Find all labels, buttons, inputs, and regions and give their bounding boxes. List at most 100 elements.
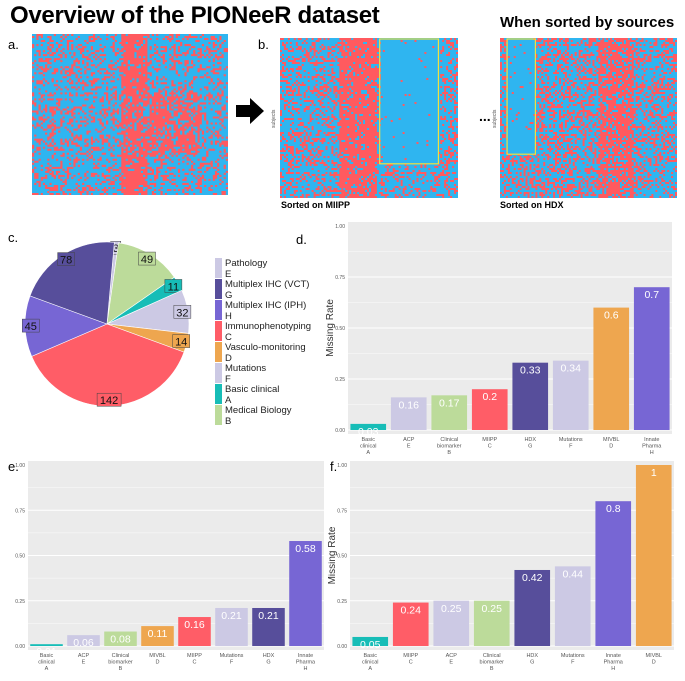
panel-label-b: b. [258, 37, 269, 52]
legend-label: Pathology E [225, 258, 268, 280]
y-tick-label: 0.50 [335, 326, 345, 332]
bar-value-label: 0.16 [184, 619, 205, 631]
bar [178, 617, 211, 646]
y-tick-label: 0.25 [15, 599, 25, 605]
bar-value-label: 0.11 [148, 628, 168, 640]
y-tick-label: 1.00 [337, 463, 347, 469]
bar-value-label: 0.6 [604, 310, 619, 322]
x-tick-label: ACP E [78, 653, 90, 666]
bar [350, 423, 387, 430]
panel-label-e: e. [8, 459, 19, 474]
y-axis-label: Missing Rate [328, 526, 338, 584]
svg-text:32: 32 [176, 307, 188, 319]
svg-text:78: 78 [60, 255, 72, 267]
x-tick-label: MIIPP C [187, 653, 202, 666]
y-tick-label: 0.75 [337, 508, 347, 514]
bar [392, 602, 429, 646]
panel-label-f: f. [330, 459, 338, 474]
bar [289, 541, 322, 646]
bar-value-label: 0.08 [110, 634, 131, 646]
y-tick-label: 0.00 [335, 428, 345, 434]
heatmap-unsorted [32, 34, 228, 195]
y-tick-label: 0.50 [15, 554, 25, 560]
x-tick-label: HDX G [524, 437, 536, 450]
bar-value-label: 0.25 [441, 603, 462, 615]
bar [473, 600, 510, 646]
pie-slice-label: 32 [173, 305, 192, 319]
bar [635, 465, 672, 646]
pie-slice-label: 49 [138, 251, 156, 266]
bar [554, 566, 591, 646]
section-subtitle: When sorted by sources [500, 14, 675, 31]
x-tick-label: MIVBL D [645, 653, 662, 666]
bar [390, 397, 427, 430]
y-tick-label: 0.00 [337, 644, 347, 650]
bar-value-label: 0.01 [36, 646, 57, 658]
y-tick-label: 0.50 [337, 554, 347, 560]
bar-value-label: 0.2 [482, 391, 497, 403]
legend-label: Medical Biology B [225, 405, 292, 427]
pie-slice-label: 142 [96, 392, 122, 407]
panel-label-a: a. [8, 37, 19, 52]
svg-text:142: 142 [100, 395, 118, 407]
x-tick-label: Clinical biomarker B [108, 653, 133, 672]
heatmap-y-axis-label-b: subjects [271, 109, 277, 128]
panel-label-c: c. [8, 230, 19, 245]
legend-label: Mutations F [225, 363, 267, 385]
x-tick-label: Basic clinical A [360, 437, 377, 456]
x-tick-label: Basic clinical A [362, 653, 379, 672]
x-tick-label: Mutations F [559, 437, 583, 450]
x-tick-label: MIVBL D [603, 437, 620, 450]
right-arrow-icon [236, 98, 264, 129]
bar [433, 600, 470, 646]
bar [431, 395, 468, 430]
legend-swatch [215, 405, 222, 425]
bar-value-label: 0.24 [401, 605, 422, 617]
x-tick-label: Clinical biomarker B [480, 653, 505, 672]
legend-swatch [215, 279, 222, 299]
y-axis-label: Missing Rate [326, 299, 336, 357]
bar-value-label: 0.34 [561, 363, 582, 375]
legend-swatch [215, 363, 222, 383]
y-tick-label: 0.75 [335, 275, 345, 281]
bar-value-label: 0.06 [73, 637, 94, 649]
y-tick-label: 0.25 [337, 599, 347, 605]
y-tick-label: 1.00 [15, 463, 25, 469]
bar [30, 644, 63, 646]
pie-slice-label: 11 [164, 279, 183, 293]
x-tick-label: ACP E [403, 437, 415, 450]
caption-sorted-hdx: Sorted on HDX [500, 200, 564, 210]
page-title: Overview of the PIONeeR dataset [10, 2, 380, 29]
bar-value-label: 0.25 [482, 603, 503, 615]
legend-swatch [215, 321, 222, 341]
x-tick-label: MIVBL D [149, 653, 166, 666]
bar-value-label: 0.33 [520, 365, 541, 377]
heatmap-sorted-hdx [500, 38, 677, 198]
x-tick-label: Mutations F [561, 653, 585, 666]
bar [352, 636, 389, 646]
bar [514, 569, 551, 646]
pie-legend: Pathology E Multiplex IHC (VCT) G Multiplex … [215, 258, 311, 428]
legend-label: Multiplex IHC (VCT) G [225, 279, 310, 301]
x-tick-label: Innate Pharma H [604, 653, 624, 672]
bar [215, 607, 248, 646]
x-tick-label: Innate Pharma H [642, 437, 662, 456]
x-tick-label: MIIPP C [403, 653, 418, 666]
heatmap-y-axis-label-hdx: subjects [492, 109, 498, 128]
legend-label: Immunophenotyping C [225, 321, 312, 343]
x-tick-label: Innate Pharma H [296, 653, 316, 672]
bar [552, 360, 589, 430]
bar-chart-f: 0.00 0.25 0.50 0.75 1.00 Missing Rate 0.05 Basi… [328, 461, 674, 672]
bar [104, 631, 137, 646]
legend-swatch [215, 342, 222, 362]
svg-text:14: 14 [175, 337, 187, 349]
bar-value-label: 0.21 [221, 610, 242, 622]
y-tick-label: 0.75 [15, 508, 25, 514]
pie-slice-label: 45 [22, 318, 40, 333]
x-tick-label: Mutations F [220, 653, 244, 666]
x-tick-label: ACP E [446, 653, 458, 666]
bar-value-label: 0.21 [258, 610, 279, 622]
bar-value-label: 0.44 [563, 568, 584, 580]
bar [512, 362, 549, 430]
